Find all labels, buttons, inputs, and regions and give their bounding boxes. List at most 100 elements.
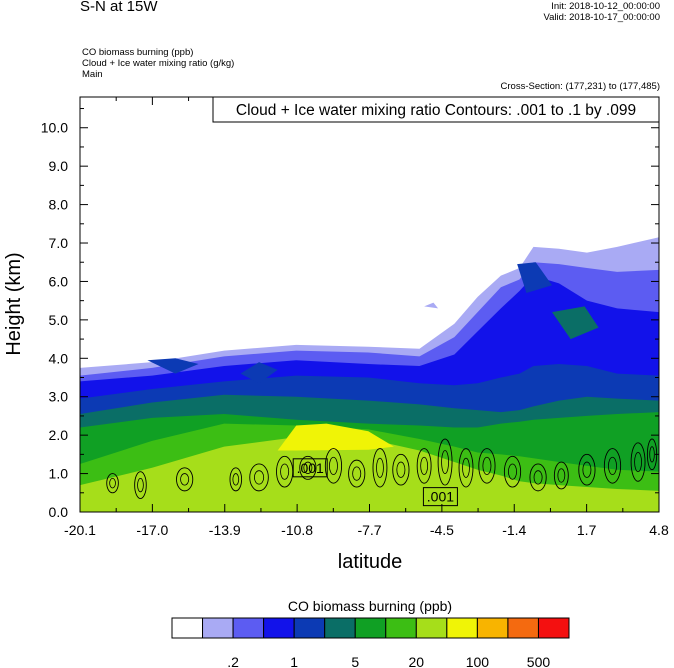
cloud-contour-11 <box>416 448 432 484</box>
cloud-contour-inner-6 <box>303 461 313 474</box>
x-tick-label: -7.7 <box>357 522 381 538</box>
x-tick-label: -13.9 <box>209 522 241 538</box>
x-tick-label: -20.1 <box>64 522 96 538</box>
contour-info-box: Cloud + Ice water mixing ratio Contours:… <box>212 96 660 123</box>
co-band-8 <box>277 423 394 451</box>
field-label-main: Main <box>82 69 103 80</box>
cloud-contour-0 <box>106 473 119 494</box>
colorbar-swatch <box>293 617 326 639</box>
cloud-contour-inner-5 <box>280 463 290 480</box>
cloud-contour-17 <box>553 461 569 490</box>
plot-title: S-N at 15W <box>80 0 158 15</box>
y-axis-label: Height (km) <box>3 252 25 355</box>
co-patch-0 <box>147 358 199 374</box>
contour-label-box-1 <box>422 487 458 507</box>
x-tick-label: -1.4 <box>502 522 526 538</box>
contour-label: .001 <box>427 489 454 505</box>
x-tick-label: 1.7 <box>577 522 597 538</box>
x-tick-label: -10.8 <box>281 522 313 538</box>
cloud-contour-16 <box>529 463 547 492</box>
co-patch-1 <box>240 362 278 384</box>
co-patch-2 <box>517 262 553 293</box>
colorbar-swatch <box>385 617 417 639</box>
cloud-contour-inner-3 <box>232 473 240 486</box>
cloud-contour-9 <box>372 448 388 488</box>
cloud-contour-inner-10 <box>396 461 406 478</box>
field-label-co: CO biomass burning (ppb) <box>82 47 194 58</box>
cloud-contour-8 <box>348 459 366 488</box>
colorbar: .2 1 5 20 100 500 <box>171 617 570 668</box>
y-tick-label: 6.0 <box>49 273 69 289</box>
cloud-contour-19 <box>603 448 622 484</box>
contour-label: .001 <box>297 460 324 476</box>
colorbar-swatch <box>232 617 265 639</box>
cloud-contour-1 <box>134 471 147 500</box>
axis-ticks: -20.1 -17.0 -13.9 -10.8 -7.7 -4.5 -1.4 1.7 4.8 0.… <box>41 97 669 538</box>
co-patch-4 <box>424 302 439 309</box>
y-tick-label: 9.0 <box>49 158 69 174</box>
cloud-contour-inner-17 <box>557 468 566 483</box>
cloud-contour-inner-7 <box>328 456 338 475</box>
y-tick-label: 4.0 <box>49 350 69 366</box>
cloud-contour-13 <box>458 448 474 488</box>
cloud-contour-2 <box>176 467 194 492</box>
cloud-contour-6 <box>299 455 317 480</box>
cloud-contour-10 <box>392 453 410 486</box>
colorbar-swatch <box>324 617 356 639</box>
cloud-contour-inner-1 <box>137 477 144 493</box>
cloud-contour-inner-11 <box>420 456 429 475</box>
cloud-contour-inner-0 <box>109 477 116 489</box>
cloud-contour-inner-19 <box>608 456 617 475</box>
cloud-contour-7 <box>324 448 343 484</box>
x-tick-label: -17.0 <box>136 522 168 538</box>
colorbar-swatch <box>507 617 539 639</box>
cloud-contour-12 <box>437 438 453 486</box>
cloud-contour-18 <box>578 453 596 486</box>
x-tick-label: -4.5 <box>430 522 454 538</box>
cloud-contour-inner-8 <box>352 466 362 481</box>
contour-label-box-0 <box>292 458 328 478</box>
y-tick-label: 7.0 <box>49 235 69 251</box>
cloud-contour-14 <box>478 448 496 484</box>
y-tick-label: 8.0 <box>49 197 69 213</box>
valid-time: Valid: 2018-10-17_00:00:00 <box>543 12 660 23</box>
cloud-contour-15 <box>503 455 522 488</box>
colorbar-label: 100 <box>466 654 490 668</box>
cloud-contour-inner-12 <box>441 450 449 474</box>
cloud-contour-inner-4 <box>253 470 265 485</box>
y-tick-label: 0.0 <box>49 504 69 520</box>
colorbar-label: .2 <box>227 654 239 668</box>
colorbar-swatch <box>263 617 295 639</box>
y-tick-label: 5.0 <box>49 312 69 328</box>
cloud-contour-inner-2 <box>180 473 190 486</box>
colorbar-label: 500 <box>527 654 551 668</box>
cloud-contour-inner-15 <box>508 463 517 480</box>
y-tick-label: 1.0 <box>49 466 69 482</box>
colorbar-swatch <box>476 617 509 639</box>
cloud-contour-inner-21 <box>649 446 655 463</box>
field-label-cloud: Cloud + Ice water mixing ratio (g/kg) <box>82 58 235 69</box>
cloud-contour-inner-18 <box>582 461 592 478</box>
cloud-contour-4 <box>249 463 269 492</box>
cloud-contour-inner-14 <box>482 456 492 475</box>
colorbar-swatch <box>202 617 234 639</box>
y-tick-label: 10.0 <box>41 120 68 136</box>
cloud-contour-inner-13 <box>462 457 470 478</box>
colorbar-title: CO biomass burning (ppb) <box>288 598 452 614</box>
y-tick-label: 2.0 <box>49 427 69 443</box>
colorbar-label: 20 <box>409 654 425 668</box>
colorbar-swatch <box>354 617 387 639</box>
y-tick-label: 3.0 <box>49 389 69 405</box>
cloud-contours: .001 .001 <box>106 438 658 507</box>
x-tick-label: 4.8 <box>649 522 669 538</box>
co-filled-contours <box>80 237 659 512</box>
colorbar-label: 1 <box>290 654 298 668</box>
colorbar-swatch <box>171 617 204 639</box>
colorbar-swatch <box>415 617 448 639</box>
contour-info-text: Cloud + Ice water mixing ratio Contours:… <box>236 102 636 119</box>
cloud-contour-inner-9 <box>376 457 384 478</box>
colorbar-swatch <box>446 617 478 639</box>
cloud-contour-inner-16 <box>533 470 543 485</box>
cloud-contour-inner-20 <box>634 452 642 473</box>
cross-section-label: Cross-Section: (177,231) to (177,485) <box>500 81 660 92</box>
